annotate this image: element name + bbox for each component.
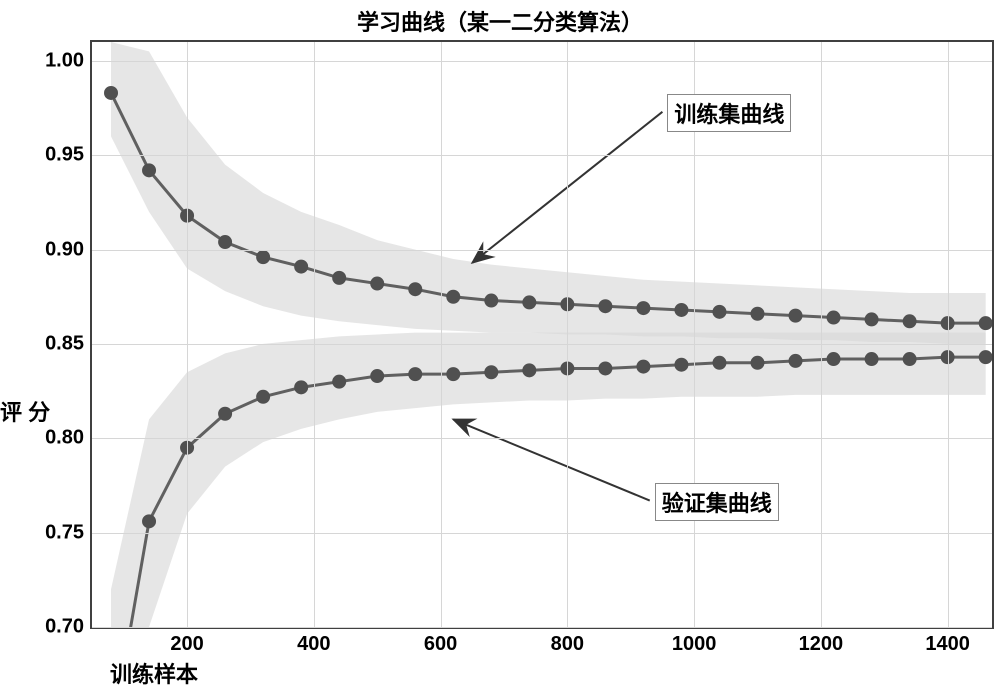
x-tick-label: 200: [170, 633, 203, 656]
x-tick-label: 400: [297, 633, 330, 656]
x-tick-label: 1200: [799, 633, 844, 656]
train-marker: [979, 317, 992, 330]
y-axis-label: 评 分: [0, 400, 50, 426]
y-tick-label: 0.90: [45, 238, 84, 261]
y-tick-label: 0.70: [45, 616, 84, 639]
validation-marker: [333, 375, 346, 388]
grid-line-h: [92, 344, 992, 345]
y-tick-label: 0.85: [45, 332, 84, 355]
train-marker: [105, 86, 118, 99]
grid-line-v: [314, 42, 315, 627]
validation-marker: [713, 356, 726, 369]
validation-marker: [827, 353, 840, 366]
grid-line-h: [92, 533, 992, 534]
train-marker: [219, 236, 232, 249]
validation-line: [111, 357, 986, 691]
validation-marker: [485, 366, 498, 379]
train-marker: [865, 313, 878, 326]
validation-marker: [295, 381, 308, 394]
validation-marker: [637, 360, 650, 373]
grid-line-v: [948, 42, 949, 627]
y-tick-label: 0.80: [45, 427, 84, 450]
grid-line-v: [567, 42, 568, 627]
train-marker: [675, 303, 688, 316]
train-marker: [257, 251, 270, 264]
x-tick-label: 1400: [925, 633, 970, 656]
train-marker: [447, 290, 460, 303]
y-tick-label: 0.75: [45, 521, 84, 544]
y-tick-label: 1.00: [45, 49, 84, 72]
chart-container: 学习曲线（某一二分类算法） 评 分 训练样本 20040060080010001…: [0, 0, 1000, 691]
validation-marker: [675, 358, 688, 371]
validation-marker: [789, 354, 802, 367]
plot-area: 2004006008001000120014000.700.750.800.85…: [90, 40, 994, 629]
validation-marker: [865, 353, 878, 366]
train-marker: [295, 260, 308, 273]
validation-marker: [371, 370, 384, 383]
validation-marker: [143, 515, 156, 528]
chart-title: 学习曲线（某一二分类算法）: [0, 5, 1000, 37]
train-marker: [409, 283, 422, 296]
train-marker: [523, 296, 536, 309]
grid-line-v: [187, 42, 188, 627]
train-marker: [371, 277, 384, 290]
validation-marker: [903, 353, 916, 366]
y-tick-label: 0.95: [45, 144, 84, 167]
validation-callout-label: 验证集曲线: [655, 483, 779, 521]
grid-line-h: [92, 627, 992, 628]
train-marker: [903, 315, 916, 328]
grid-line-h: [92, 155, 992, 156]
train-confidence-band: [111, 42, 986, 344]
x-tick-label: 800: [551, 633, 584, 656]
train-marker: [485, 294, 498, 307]
grid-line-v: [441, 42, 442, 627]
train-marker: [751, 307, 764, 320]
validation-marker: [599, 362, 612, 375]
train-marker: [827, 311, 840, 324]
grid-line-v: [821, 42, 822, 627]
validation-marker: [219, 407, 232, 420]
validation-marker: [979, 351, 992, 364]
validation-marker: [751, 356, 764, 369]
grid-line-h: [92, 61, 992, 62]
train-marker: [333, 271, 346, 284]
x-tick-label: 1000: [672, 633, 717, 656]
validation-marker: [409, 368, 422, 381]
validation-marker: [447, 368, 460, 381]
train-marker: [599, 300, 612, 313]
train-marker: [637, 302, 650, 315]
x-axis-label: 训练样本: [110, 657, 198, 689]
grid-line-h: [92, 250, 992, 251]
train-marker: [143, 164, 156, 177]
train-callout-label: 训练集曲线: [667, 94, 791, 132]
validation-marker: [523, 364, 536, 377]
validation-marker: [257, 390, 270, 403]
plot-svg: [92, 42, 992, 627]
validation-callout-arrow: [453, 419, 649, 500]
train-marker: [713, 305, 726, 318]
validation-confidence-band: [111, 333, 986, 691]
grid-line-h: [92, 438, 992, 439]
x-tick-label: 600: [424, 633, 457, 656]
train-marker: [789, 309, 802, 322]
